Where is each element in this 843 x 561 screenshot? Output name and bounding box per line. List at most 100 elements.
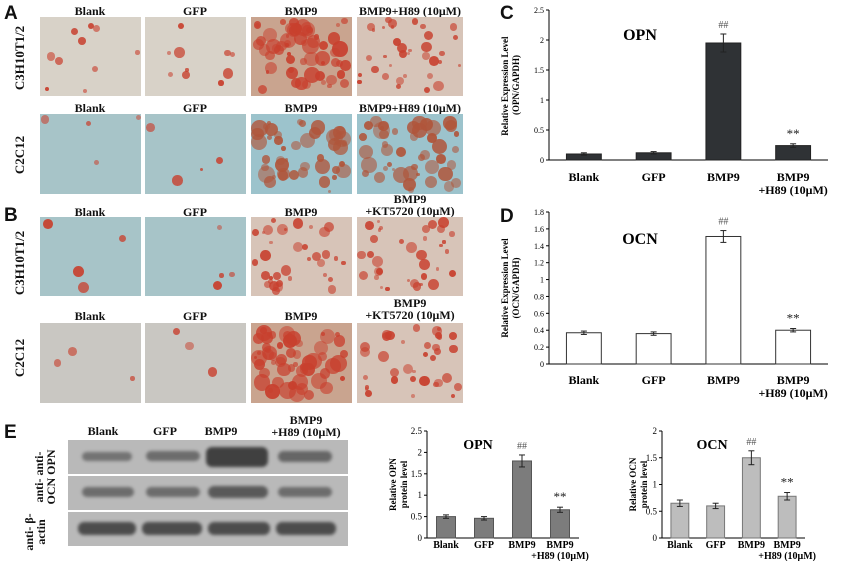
y-tick-label: 1 xyxy=(540,276,544,285)
stain-spot xyxy=(321,80,326,85)
stain-spot xyxy=(399,238,405,244)
stain-spot xyxy=(336,59,344,68)
y-tick-label: 2.5 xyxy=(411,426,423,436)
stain-spot xyxy=(450,23,458,31)
stain-spot xyxy=(431,138,447,154)
stain-spot xyxy=(433,381,440,388)
stain-spot xyxy=(291,77,302,88)
stain-spot xyxy=(274,136,283,145)
category-label: BMP9 xyxy=(738,540,765,551)
stain-spot xyxy=(424,175,438,189)
y-axis-label-line: protein level xyxy=(399,460,409,508)
stain-spot xyxy=(333,126,346,139)
col-label-bmp9: BMP9 xyxy=(284,309,318,323)
stain-spot xyxy=(288,276,293,281)
stain-spot xyxy=(380,144,393,157)
stain-spot xyxy=(273,271,282,280)
stain-spot xyxy=(419,282,423,287)
band xyxy=(82,487,134,497)
stain-spot xyxy=(302,25,313,37)
stain-spot xyxy=(277,170,289,181)
bar xyxy=(705,235,742,365)
bar xyxy=(512,460,532,539)
band xyxy=(78,522,136,535)
category-label: BMP9 xyxy=(707,373,740,387)
stain-spot xyxy=(263,281,271,289)
stain-spot xyxy=(53,358,62,367)
col-label-bmp9-h89: BMP9+H89 (10μM) xyxy=(359,4,461,18)
stain-spot xyxy=(435,267,440,271)
stain-spot xyxy=(313,34,320,40)
y-axis-label: Relative Expression Level (OPN/GAPDH) xyxy=(500,34,521,136)
stain-spot xyxy=(54,56,63,65)
col-label-gfp: GFP xyxy=(183,4,207,18)
stain-spot xyxy=(412,282,422,291)
stain-spot xyxy=(293,362,299,367)
stain-spot xyxy=(445,249,450,254)
stain-spot xyxy=(448,231,455,237)
stain-spot xyxy=(358,132,367,141)
y-tick-label: 1.2 xyxy=(534,259,544,268)
col-label-blank: Blank xyxy=(74,309,106,323)
stain-spot xyxy=(407,48,412,53)
stain-spot xyxy=(269,240,274,245)
col-label-gfp: GFP xyxy=(153,424,177,438)
stain-spot xyxy=(265,50,275,61)
stain-spot xyxy=(271,376,284,389)
stain-spot xyxy=(228,271,235,278)
panel-letter-c: C xyxy=(500,3,514,24)
band xyxy=(278,451,332,462)
band xyxy=(146,451,200,461)
stain-spot xyxy=(382,329,392,339)
col-label-bmp9: BMP9 xyxy=(284,4,318,18)
stain-spot xyxy=(437,59,443,65)
stain-spot xyxy=(441,373,452,384)
chart-title: OPN xyxy=(463,438,493,453)
stain-spot xyxy=(268,279,274,285)
stain-spot xyxy=(178,22,185,29)
stain-spot xyxy=(399,49,408,58)
stain-spot xyxy=(262,348,274,360)
stain-spot xyxy=(257,84,268,95)
stain-spot xyxy=(330,47,340,58)
stain-spot xyxy=(311,120,326,135)
stain-spot xyxy=(317,258,325,267)
stain-spot xyxy=(275,353,288,366)
stain-spot xyxy=(130,376,135,381)
stain-spot xyxy=(78,281,90,293)
stain-spot xyxy=(268,276,273,281)
micrograph-tile xyxy=(357,323,463,403)
stain-spot xyxy=(367,250,375,258)
category-label-line: +H89 (10μM) xyxy=(531,551,589,561)
stain-spot xyxy=(323,272,327,277)
stain-spot xyxy=(291,140,301,151)
stain-spot xyxy=(437,166,453,182)
stain-spot xyxy=(379,225,384,230)
category-label-line: Blank xyxy=(667,540,693,551)
stain-spot xyxy=(421,224,430,233)
category-label: Blank xyxy=(569,373,600,387)
stain-spot xyxy=(286,52,291,56)
stain-spot xyxy=(391,167,396,171)
stain-spot xyxy=(383,165,389,171)
category-label-line: +H89 (10μM) xyxy=(758,551,816,561)
stain-spot xyxy=(328,276,334,282)
category-label: BMP9 +H89 (10μM) xyxy=(758,540,816,561)
stain-spot xyxy=(264,62,277,75)
y-tick-label: 0 xyxy=(418,533,423,543)
stain-spot xyxy=(47,52,56,61)
stain-spot xyxy=(396,43,407,54)
category-label: BMP9 xyxy=(508,540,535,551)
stain-spot xyxy=(407,51,411,55)
blot-opn xyxy=(68,440,348,474)
micrograph-tile xyxy=(40,17,141,96)
stain-spot xyxy=(261,271,270,281)
stain-spot xyxy=(393,38,402,47)
y-axis-label-line: Relative Expression Level xyxy=(500,34,510,136)
y-tick-label: 0.5 xyxy=(534,126,544,135)
stain-spot xyxy=(365,389,373,397)
stain-spot xyxy=(451,394,456,399)
stain-spot xyxy=(296,118,304,126)
band xyxy=(208,486,268,498)
stain-spot xyxy=(217,224,223,230)
